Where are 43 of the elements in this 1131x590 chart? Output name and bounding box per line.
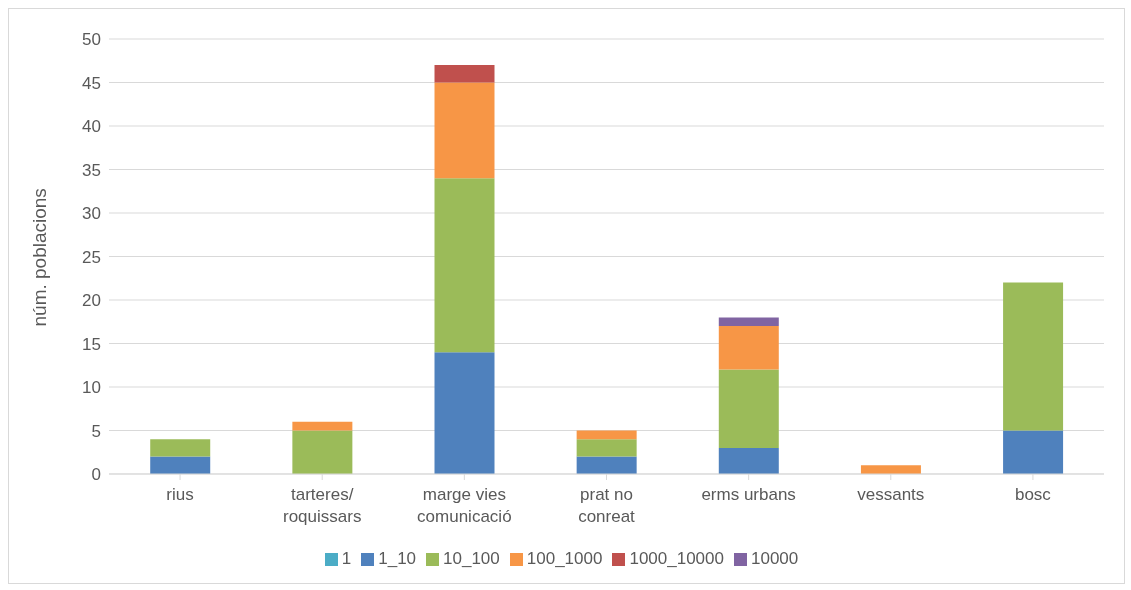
y-tick-label: 50 bbox=[82, 30, 101, 50]
legend-label: 100_1000 bbox=[526, 549, 603, 568]
bar bbox=[860, 465, 921, 474]
x-tick-label: bosc bbox=[1014, 485, 1052, 504]
bar bbox=[434, 178, 495, 353]
legend-label: 10000 bbox=[750, 549, 799, 568]
y-tick-label: 25 bbox=[82, 247, 101, 267]
bar bbox=[434, 82, 495, 179]
y-tick-label: 0 bbox=[91, 465, 101, 485]
bar bbox=[292, 430, 353, 474]
y-tick-label: 15 bbox=[82, 334, 101, 354]
x-tick-label: vessants bbox=[857, 485, 925, 504]
y-tick-label: 35 bbox=[82, 160, 101, 180]
legend-label: 1000_10000 bbox=[629, 549, 724, 568]
bar bbox=[434, 352, 495, 474]
legend-label: 1_10 bbox=[378, 549, 417, 568]
x-tick-label: marge vies comunicació bbox=[417, 485, 512, 526]
x-tick-label: prat no conreat bbox=[578, 485, 636, 526]
y-tick-label: 5 bbox=[91, 421, 101, 441]
x-tick-label: erms urbans bbox=[701, 485, 796, 504]
x-tick-label: rius bbox=[166, 485, 194, 504]
legend-label: 1 bbox=[341, 549, 352, 568]
bar bbox=[718, 369, 779, 448]
bar bbox=[1003, 430, 1064, 474]
y-tick-label: 10 bbox=[82, 378, 101, 398]
bar bbox=[434, 65, 495, 83]
y-tick-label: 20 bbox=[82, 291, 101, 311]
bar bbox=[150, 456, 211, 474]
y-tick-label: 40 bbox=[82, 117, 101, 137]
y-tick-label: 45 bbox=[82, 73, 101, 93]
bar bbox=[292, 421, 353, 431]
bar bbox=[1003, 282, 1064, 431]
bar bbox=[150, 439, 211, 457]
y-tick-label: 30 bbox=[82, 204, 101, 224]
bar bbox=[576, 439, 637, 457]
bar bbox=[718, 326, 779, 370]
legend-label: 10_100 bbox=[443, 549, 500, 568]
bar bbox=[718, 447, 779, 474]
bar bbox=[718, 317, 779, 327]
x-tick-label: tarteres/ roquissars bbox=[283, 485, 362, 526]
bar bbox=[576, 430, 637, 440]
bar bbox=[576, 456, 637, 474]
y-axis-title: núm. poblacions bbox=[28, 188, 50, 327]
